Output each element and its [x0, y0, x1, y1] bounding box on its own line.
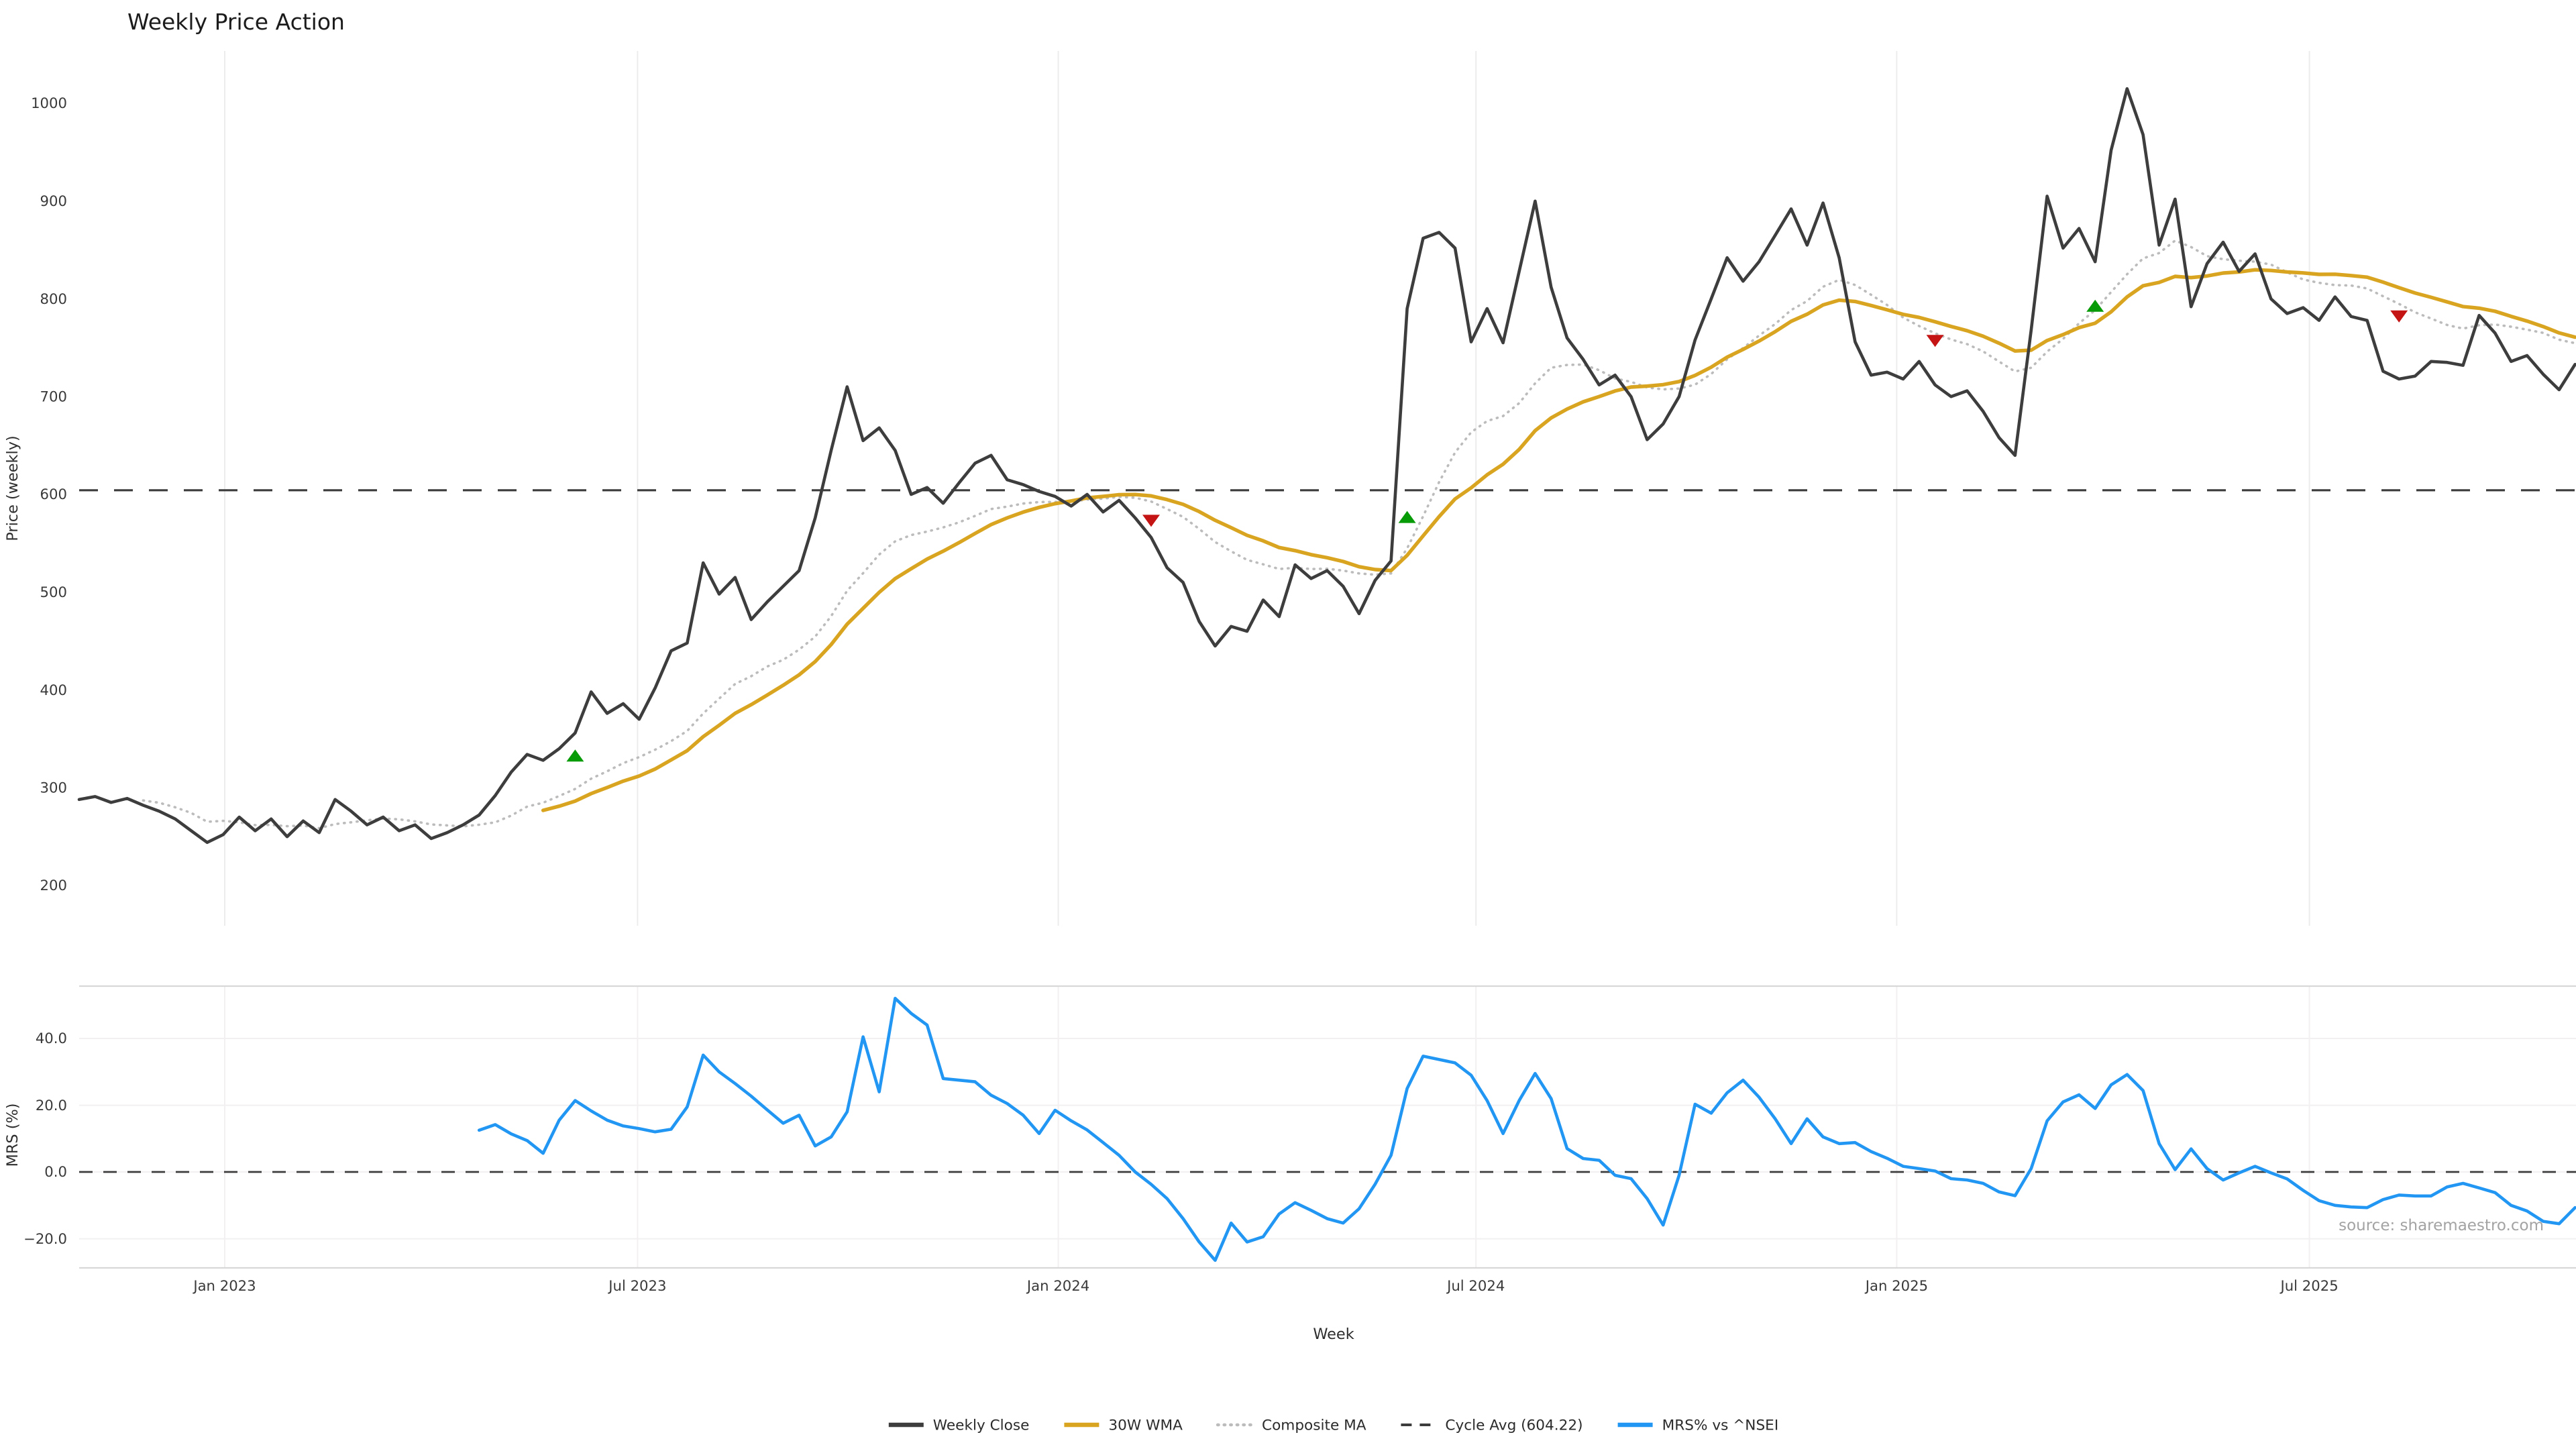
- legend-item-label: 30W WMA: [1108, 1417, 1183, 1434]
- x-tick-label: Jul 2024: [1446, 1277, 1505, 1294]
- legend-item-label: MRS% vs ^NSEI: [1662, 1417, 1779, 1434]
- composite-ma-line: [142, 239, 2576, 830]
- price-y-tick-label: 200: [40, 877, 67, 894]
- legend-item: Weekly Close: [888, 1417, 1030, 1434]
- mrs-y-tick-label: 40.0: [36, 1030, 67, 1046]
- price-y-axis-label: Price (weekly): [4, 435, 21, 541]
- legend-item-label: Cycle Avg (604.22): [1445, 1417, 1582, 1434]
- sell-signal-marker: [1142, 515, 1160, 527]
- buy-signal-marker: [566, 749, 584, 762]
- mrs-y-tick-label: −20.0: [23, 1230, 67, 1247]
- legend-item-label: Composite MA: [1262, 1417, 1366, 1434]
- legend-item: 30W WMA: [1064, 1417, 1183, 1434]
- price-y-tick-label: 700: [40, 388, 67, 405]
- mrs-series-lines: [79, 996, 2576, 1263]
- x-tick-label: Jan 2024: [1026, 1277, 1089, 1294]
- buy-signal-marker: [2086, 299, 2104, 312]
- x-tick-label: Jan 2023: [192, 1277, 256, 1294]
- legend-item: MRS% vs ^NSEI: [1617, 1417, 1779, 1434]
- price-grid: [224, 51, 2310, 926]
- price-y-tick-label: 800: [40, 290, 67, 307]
- legend-item: Composite MA: [1216, 1417, 1366, 1434]
- mrs-grid: [79, 985, 2576, 1269]
- price-y-tick-label: 900: [40, 193, 67, 209]
- price-y-tick-label: 500: [40, 584, 67, 600]
- chart-legend: Weekly Close 30W WMA Composite MA Cycle Avg…: [888, 1417, 1779, 1434]
- buy-signal-marker: [1398, 511, 1416, 523]
- price-series-lines: [77, 87, 2576, 845]
- signal-markers: [566, 299, 2408, 762]
- x-tick-label: Jul 2023: [607, 1277, 666, 1294]
- wma-30w-line: [541, 268, 2576, 812]
- legend-item-label: Weekly Close: [933, 1417, 1030, 1434]
- axis-tick-labels: 1000 900 800 700 600 500 400 300 200 40.0 20.0 0.0 −…: [23, 95, 2339, 1294]
- price-y-tick-label: 600: [40, 486, 67, 502]
- sell-signal-marker: [2390, 310, 2408, 323]
- page-title: Weekly Price Action: [127, 9, 345, 35]
- weekly-close-line: [77, 87, 2576, 845]
- sell-signal-marker: [1926, 335, 1944, 347]
- mrs-y-tick-label: 0.0: [44, 1163, 67, 1180]
- x-tick-label: Jan 2025: [1864, 1277, 1928, 1294]
- legend-item: Cycle Avg (604.22): [1401, 1417, 1583, 1434]
- price-y-tick-label: 1000: [31, 95, 67, 111]
- price-y-tick-label: 300: [40, 779, 67, 796]
- source-watermark: source: sharemaestro.com: [2339, 1217, 2544, 1234]
- price-y-tick-label: 400: [40, 682, 67, 698]
- mrs-y-axis-label: MRS (%): [4, 1104, 21, 1167]
- mrs-y-tick-label: 20.0: [36, 1097, 67, 1114]
- x-axis-label: Week: [1313, 1326, 1354, 1343]
- mrs-line: [477, 996, 2576, 1263]
- x-tick-label: Jul 2025: [2279, 1277, 2338, 1294]
